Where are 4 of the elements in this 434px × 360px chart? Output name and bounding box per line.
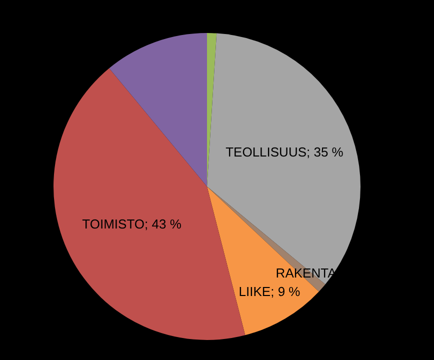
slice-label: TEOLLISUUS; 35 % [226, 144, 344, 160]
slice-label: RAKENTA [276, 265, 337, 280]
slice-label: TOIMISTO; 43 % [82, 216, 182, 232]
slice-label: LIIKE; 9 % [238, 284, 301, 299]
